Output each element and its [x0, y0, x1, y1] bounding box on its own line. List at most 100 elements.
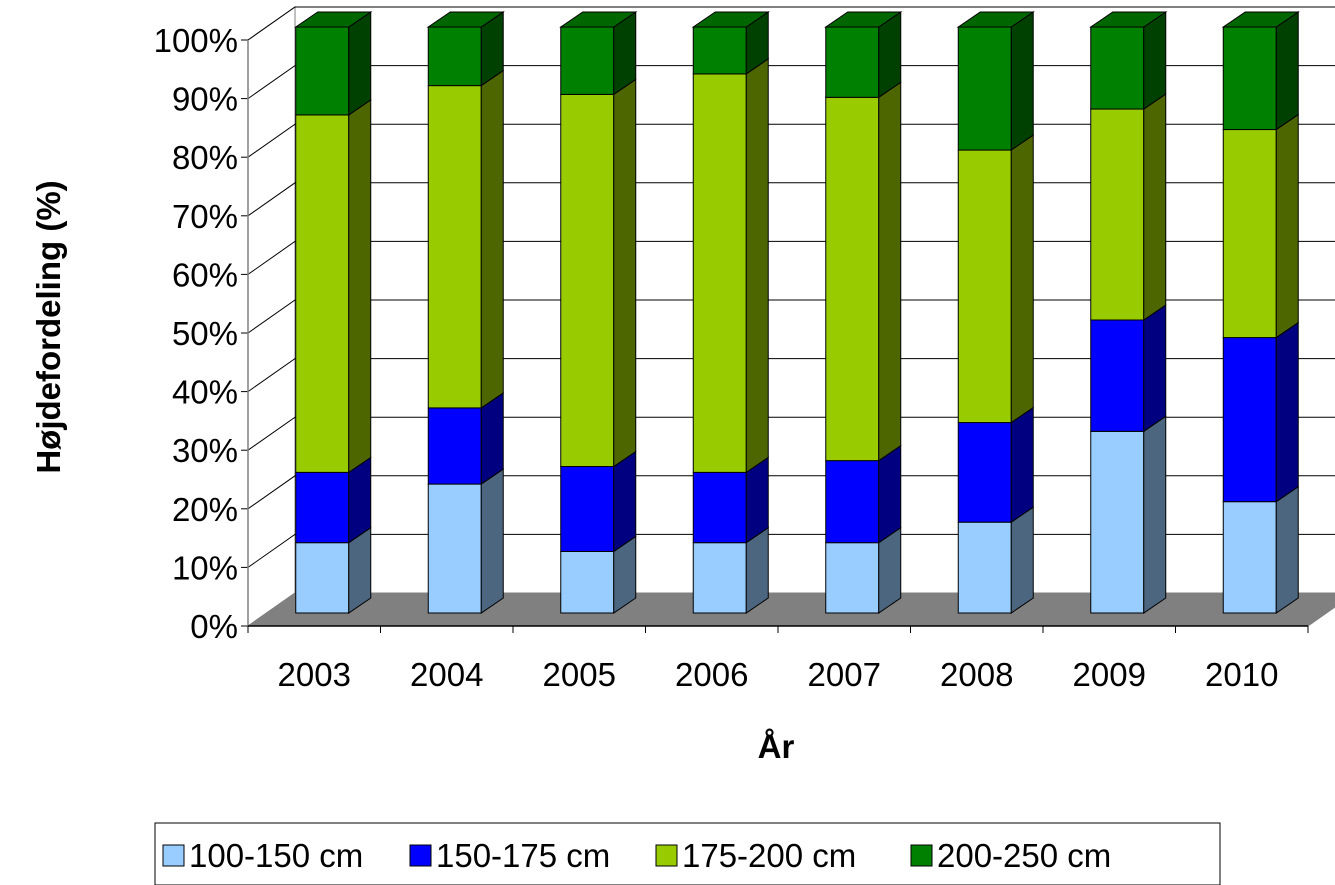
- bar-segment: [560, 450, 637, 553]
- legend-label: 100-150 cm: [189, 837, 363, 874]
- bar-top: [1221, 11, 1300, 28]
- bar-front: [825, 460, 880, 544]
- y-tick-labels: 0% 10% 20% 30% 40% 50% 60% 70% 80% 90% 100%: [154, 22, 238, 645]
- x-tick-label: 2006: [675, 656, 748, 693]
- bar-front: [295, 542, 350, 614]
- bar-side: [1143, 11, 1167, 110]
- bar-front: [825, 26, 880, 98]
- bar-segment: [692, 57, 769, 474]
- bar-front: [1090, 26, 1145, 110]
- bar-front: [1090, 430, 1145, 614]
- y-axis-title: Højdefordeling (%): [30, 180, 67, 473]
- bar-segment: [957, 134, 1034, 424]
- bar-stack-2004: [426, 11, 505, 614]
- bar-front: [692, 542, 747, 614]
- bar-front: [692, 471, 747, 544]
- bar-segment: [559, 11, 638, 96]
- x-tick-label: 2009: [1073, 656, 1146, 693]
- bar-front: [295, 471, 350, 544]
- legend: 100-150 cm 150-175 cm 175-200 cm 200-250 cm: [154, 822, 1221, 885]
- bar-side: [1275, 321, 1299, 503]
- bar-top: [1089, 11, 1168, 28]
- bar-side: [480, 69, 504, 409]
- bar-segment: [427, 468, 504, 614]
- legend-item: 100-150 cm: [162, 837, 363, 874]
- legend-box: [154, 822, 1221, 885]
- bar-stack-2005: [559, 11, 638, 614]
- bar-top: [691, 11, 770, 28]
- bar-segment: [294, 11, 373, 116]
- bar-side: [1275, 485, 1299, 614]
- legend-swatch: [655, 844, 678, 867]
- bar-front: [560, 26, 615, 95]
- y-tick-label: 100%: [154, 22, 238, 59]
- bar-segment: [427, 69, 504, 409]
- bar-side: [1143, 415, 1167, 614]
- bar-side: [480, 391, 504, 486]
- x-tick-label: 2003: [278, 656, 351, 693]
- bar-stack-2007: [824, 11, 903, 614]
- x-tick-label: 2007: [808, 656, 881, 693]
- bar-front: [957, 26, 1012, 151]
- bar-side: [1010, 506, 1034, 614]
- bar-side: [1010, 11, 1034, 152]
- bar-front: [1222, 129, 1277, 339]
- bar-front: [427, 26, 482, 87]
- legend-label: 200-250 cm: [937, 837, 1111, 874]
- bar-side: [348, 11, 372, 116]
- x-tick-labels: 2003 2004 2005 2006 2007 2008 2009 2010: [278, 656, 1279, 693]
- bar-front: [957, 521, 1012, 614]
- bar-front: [1222, 337, 1277, 503]
- y-tick-label: 70%: [172, 198, 238, 235]
- bar-front: [560, 93, 615, 467]
- bar-side: [1010, 406, 1034, 524]
- bar-front: [560, 550, 615, 614]
- bar-side: [613, 78, 637, 468]
- bar-top: [956, 11, 1035, 28]
- bar-front: [1090, 108, 1145, 321]
- axes: [241, 39, 1309, 633]
- legend-item: 150-175 cm: [409, 837, 610, 874]
- bar-top: [559, 11, 638, 28]
- y-tick-label: 30%: [172, 432, 238, 469]
- y-tick-label: 0%: [190, 608, 238, 645]
- bar-segment: [1222, 113, 1299, 339]
- bar-segment: [1090, 415, 1167, 614]
- chart-floor: [246, 592, 1335, 627]
- bar-side: [1010, 134, 1034, 424]
- y-tick-label: 50%: [172, 315, 238, 352]
- bar-segment: [1222, 321, 1299, 503]
- bar-front: [560, 466, 615, 552]
- bar-front: [427, 483, 482, 614]
- bar-segment: [1089, 11, 1168, 110]
- legend-swatch: [409, 844, 432, 867]
- bar-front: [427, 407, 482, 485]
- bar-stack-2003: [294, 11, 373, 614]
- bar-side: [878, 444, 902, 544]
- y-tick-label: 10%: [172, 549, 238, 586]
- bar-segment: [295, 456, 372, 544]
- bar-side: [348, 98, 372, 474]
- legend-label: 175-200 cm: [682, 837, 856, 874]
- bar-segment: [692, 526, 769, 614]
- x-tick-label: 2005: [543, 656, 616, 693]
- bar-segment: [1090, 304, 1167, 433]
- y-tick-label: 40%: [172, 374, 238, 411]
- bar-side: [745, 57, 769, 474]
- bars: [294, 11, 1300, 614]
- y-tick-label: 20%: [172, 491, 238, 528]
- bar-segment: [825, 81, 902, 462]
- legend-swatch: [910, 844, 933, 867]
- x-tick-label: 2004: [410, 656, 483, 693]
- bar-segment: [427, 391, 504, 486]
- legend-swatch: [162, 844, 185, 867]
- bar-segment: [560, 78, 637, 468]
- bar-front: [1222, 26, 1277, 131]
- chart-back-wall: [247, 6, 1335, 627]
- bar-segment: [295, 98, 372, 474]
- bar-top: [426, 11, 505, 28]
- bar-top: [294, 11, 373, 28]
- legend-item: 175-200 cm: [655, 837, 856, 874]
- bar-segment: [1222, 485, 1299, 614]
- bar-side: [878, 81, 902, 462]
